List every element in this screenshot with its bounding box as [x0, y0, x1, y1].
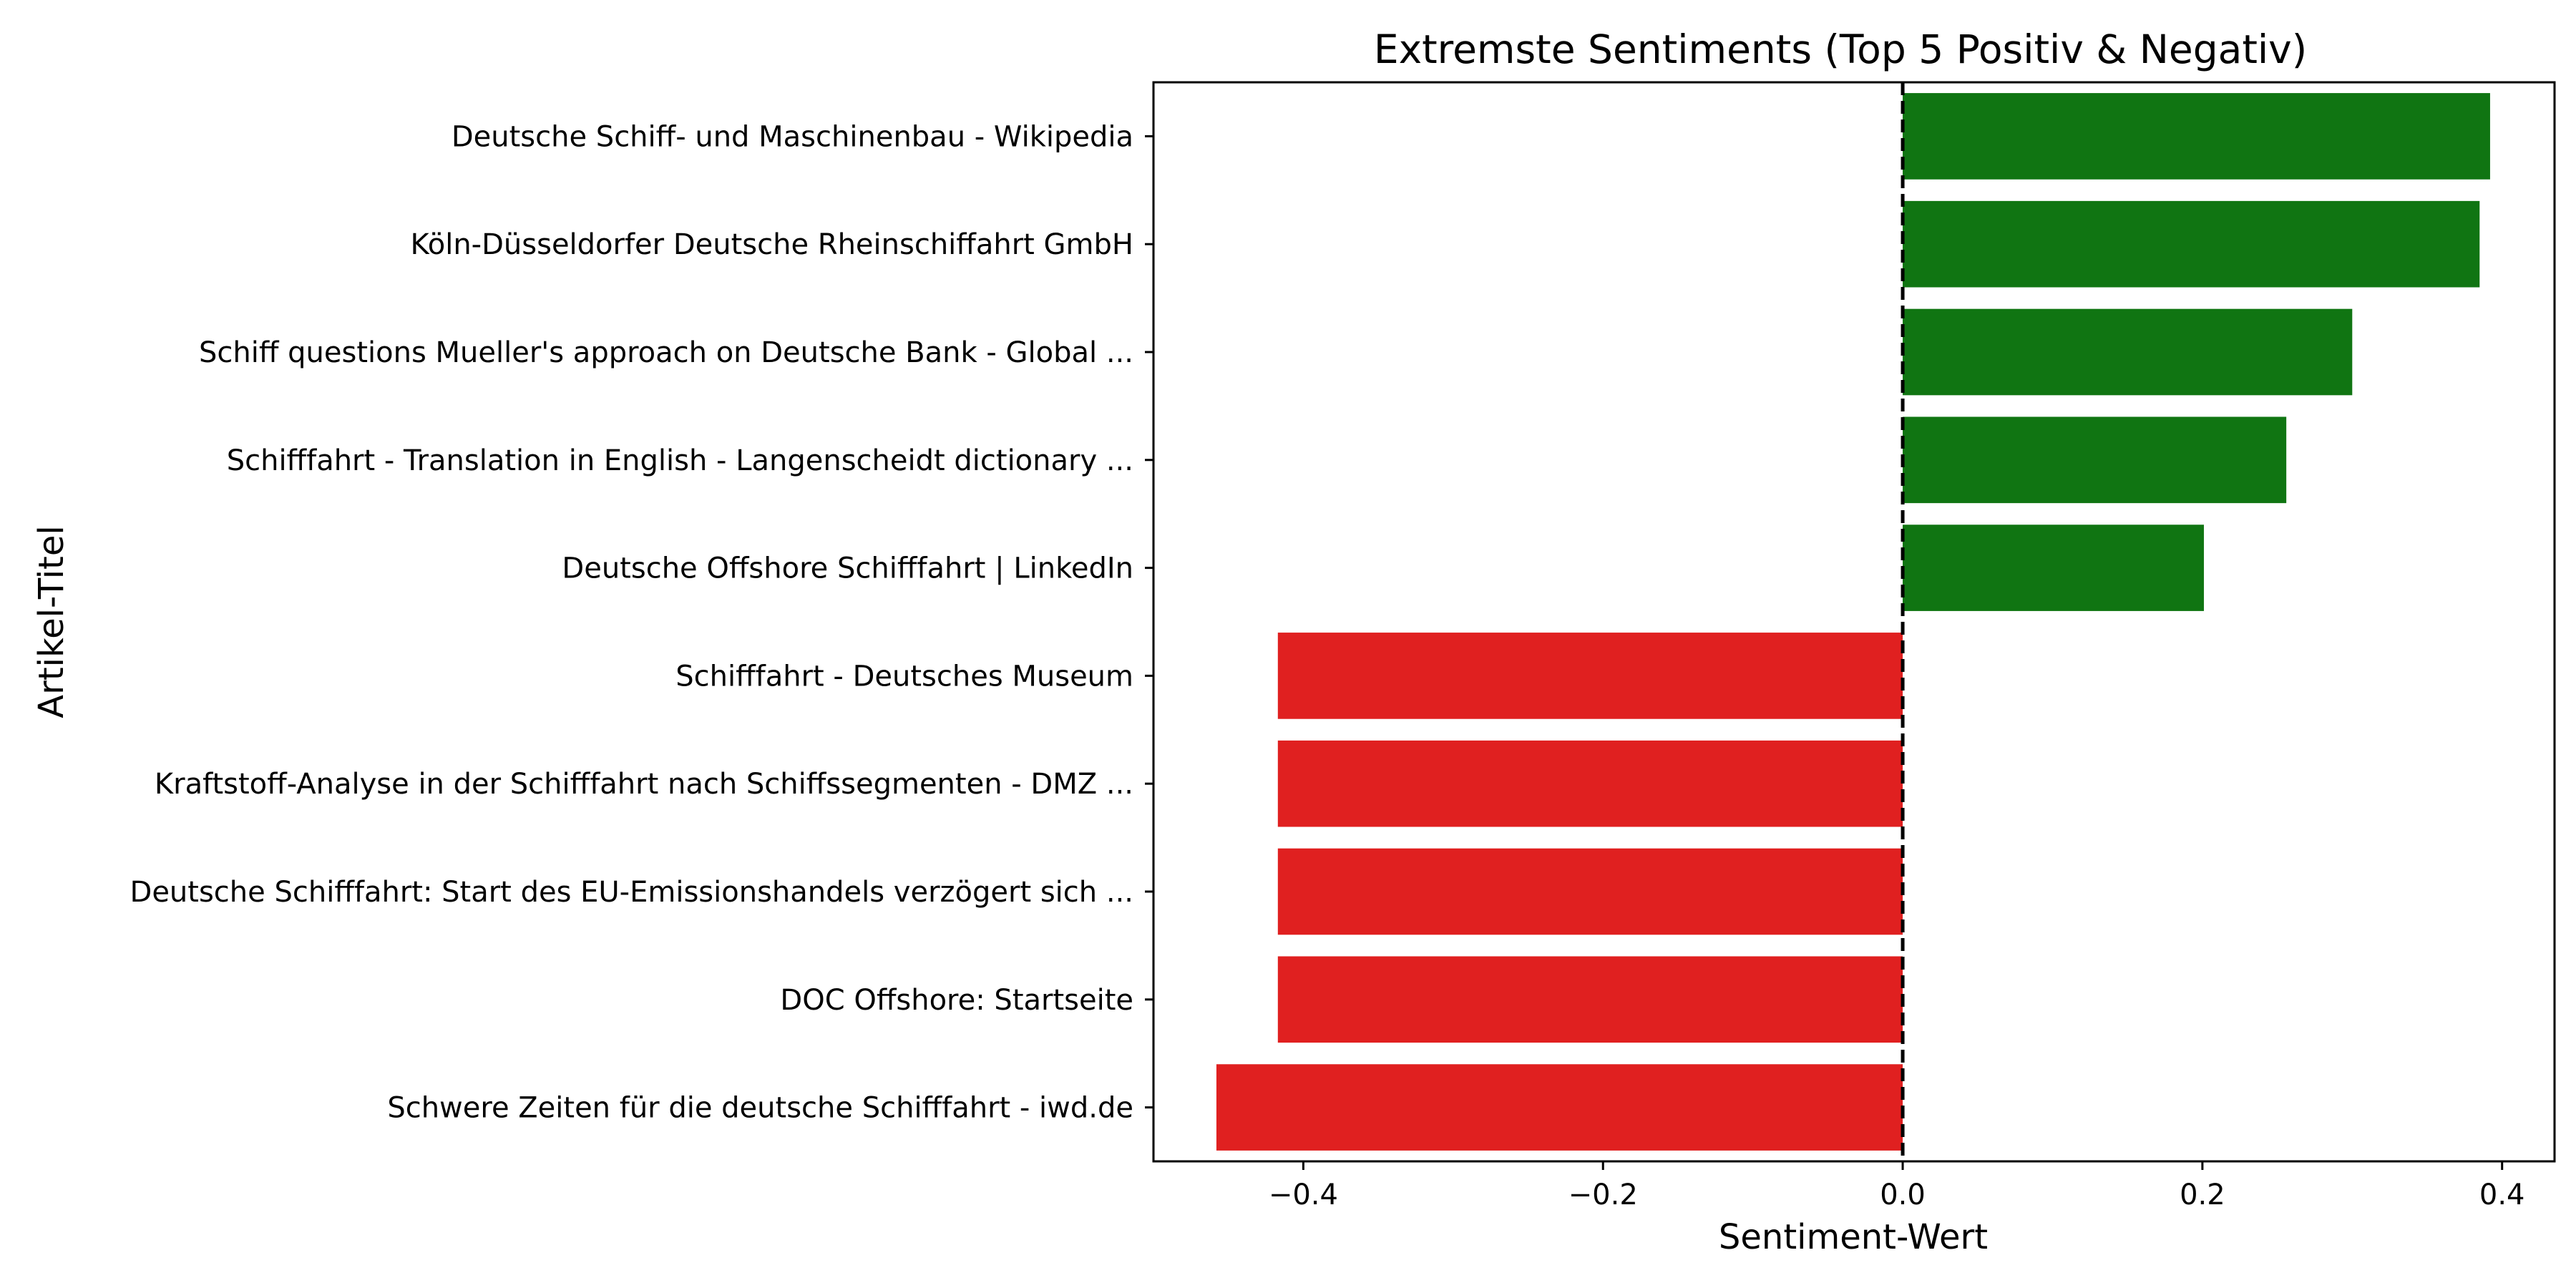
bar — [1903, 308, 2353, 396]
x-axis-label: Sentiment-Wert — [1719, 1217, 1988, 1257]
y-tick-label: Kraftstoff-Analyse in der Schifffahrt na… — [155, 768, 1133, 801]
y-tick-label: Deutsche Offshore Schifffahrt | LinkedIn — [562, 552, 1133, 585]
y-axis-ticks: Deutsche Schiff- und Maschinenbau - Wiki… — [130, 120, 1153, 1125]
bar — [1277, 848, 1903, 935]
x-tick-label: 0.4 — [2479, 1179, 2525, 1211]
x-tick-label: −0.4 — [1269, 1179, 1338, 1211]
bar — [1903, 200, 2480, 288]
y-tick-label: Schiff questions Mueller's approach on D… — [199, 336, 1133, 369]
y-tick-label: Schifffahrt - Deutsches Museum — [675, 660, 1133, 693]
bar — [1277, 956, 1903, 1043]
bar — [1903, 525, 2204, 611]
bar — [1216, 1064, 1903, 1151]
y-tick-label: Deutsche Schifffahrt: Start des EU-Emiss… — [130, 876, 1133, 909]
y-tick-label: Köln-Düsseldorfer Deutsche Rheinschiffah… — [411, 228, 1134, 261]
y-tick-label: Schwere Zeiten für die deutsche Schifffa… — [387, 1092, 1133, 1125]
bar — [1903, 416, 2287, 504]
y-tick-label: Schifffahrt - Translation in English - L… — [227, 444, 1133, 477]
x-tick-label: 0.2 — [2180, 1179, 2225, 1211]
y-axis-label: Artikel-Titel — [31, 525, 72, 718]
bar — [1903, 93, 2490, 180]
y-tick-label: Deutsche Schiff- und Maschinenbau - Wiki… — [452, 120, 1133, 153]
y-tick-label: DOC Offshore: Startseite — [780, 984, 1133, 1017]
bar — [1277, 740, 1903, 827]
plot-area-frame — [1152, 81, 2556, 1163]
bar — [1277, 633, 1903, 719]
x-tick-label: 0.0 — [1880, 1179, 1926, 1211]
x-axis-ticks: −0.4 −0.2 0.0 0.2 0.4 — [1269, 1161, 2525, 1211]
chart-title: Extremste Sentiments (Top 5 Positiv & Ne… — [1374, 26, 2307, 72]
bars-group — [1216, 93, 2490, 1151]
x-tick-label: −0.2 — [1568, 1179, 1638, 1211]
